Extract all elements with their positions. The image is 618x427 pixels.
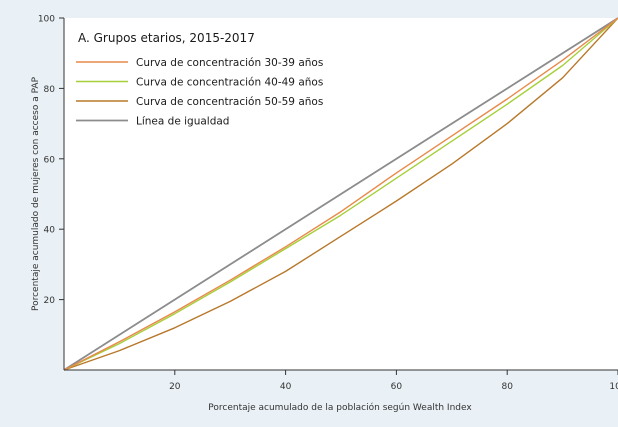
series-line-1 bbox=[63, 17, 618, 371]
x-tick-label: 60 bbox=[391, 382, 403, 392]
y-tick-label: 20 bbox=[44, 296, 56, 306]
x-tick-label: 80 bbox=[501, 382, 513, 392]
legend-title: A. Grupos etarios, 2015-2017 bbox=[78, 31, 255, 45]
y-tick-label: 80 bbox=[44, 85, 56, 95]
series-lines bbox=[63, 17, 618, 371]
x-tick-label: 100 bbox=[609, 382, 618, 392]
legend: A. Grupos etarios, 2015-2017 Curva de co… bbox=[76, 31, 323, 128]
y-axis-title: Porcentaje acumulado de mujeres con acce… bbox=[31, 76, 41, 311]
x-ticks: 20 40 60 80 100 bbox=[169, 370, 618, 392]
axes bbox=[63, 18, 618, 371]
legend-label-3: Curva de concentración 50-59 años bbox=[136, 96, 323, 108]
y-tick-label: 100 bbox=[38, 15, 55, 25]
x-axis-title: Porcentaje acumulado de la población seg… bbox=[208, 402, 472, 413]
x-tick-label: 20 bbox=[169, 382, 181, 392]
y-ticks: 20 40 60 80 100 bbox=[38, 15, 64, 306]
x-tick-label: 40 bbox=[280, 382, 292, 392]
legend-label-1: Curva de concentración 30-39 años bbox=[136, 57, 323, 69]
series-line-3 bbox=[63, 17, 618, 371]
series-line-4 bbox=[63, 17, 618, 371]
legend-label-2: Curva de concentración 40-49 años bbox=[136, 77, 323, 89]
y-tick-label: 40 bbox=[44, 226, 56, 236]
series-line-2 bbox=[63, 17, 618, 371]
legend-label-4: Línea de igualdad bbox=[136, 116, 229, 128]
y-tick-label: 60 bbox=[44, 155, 56, 165]
